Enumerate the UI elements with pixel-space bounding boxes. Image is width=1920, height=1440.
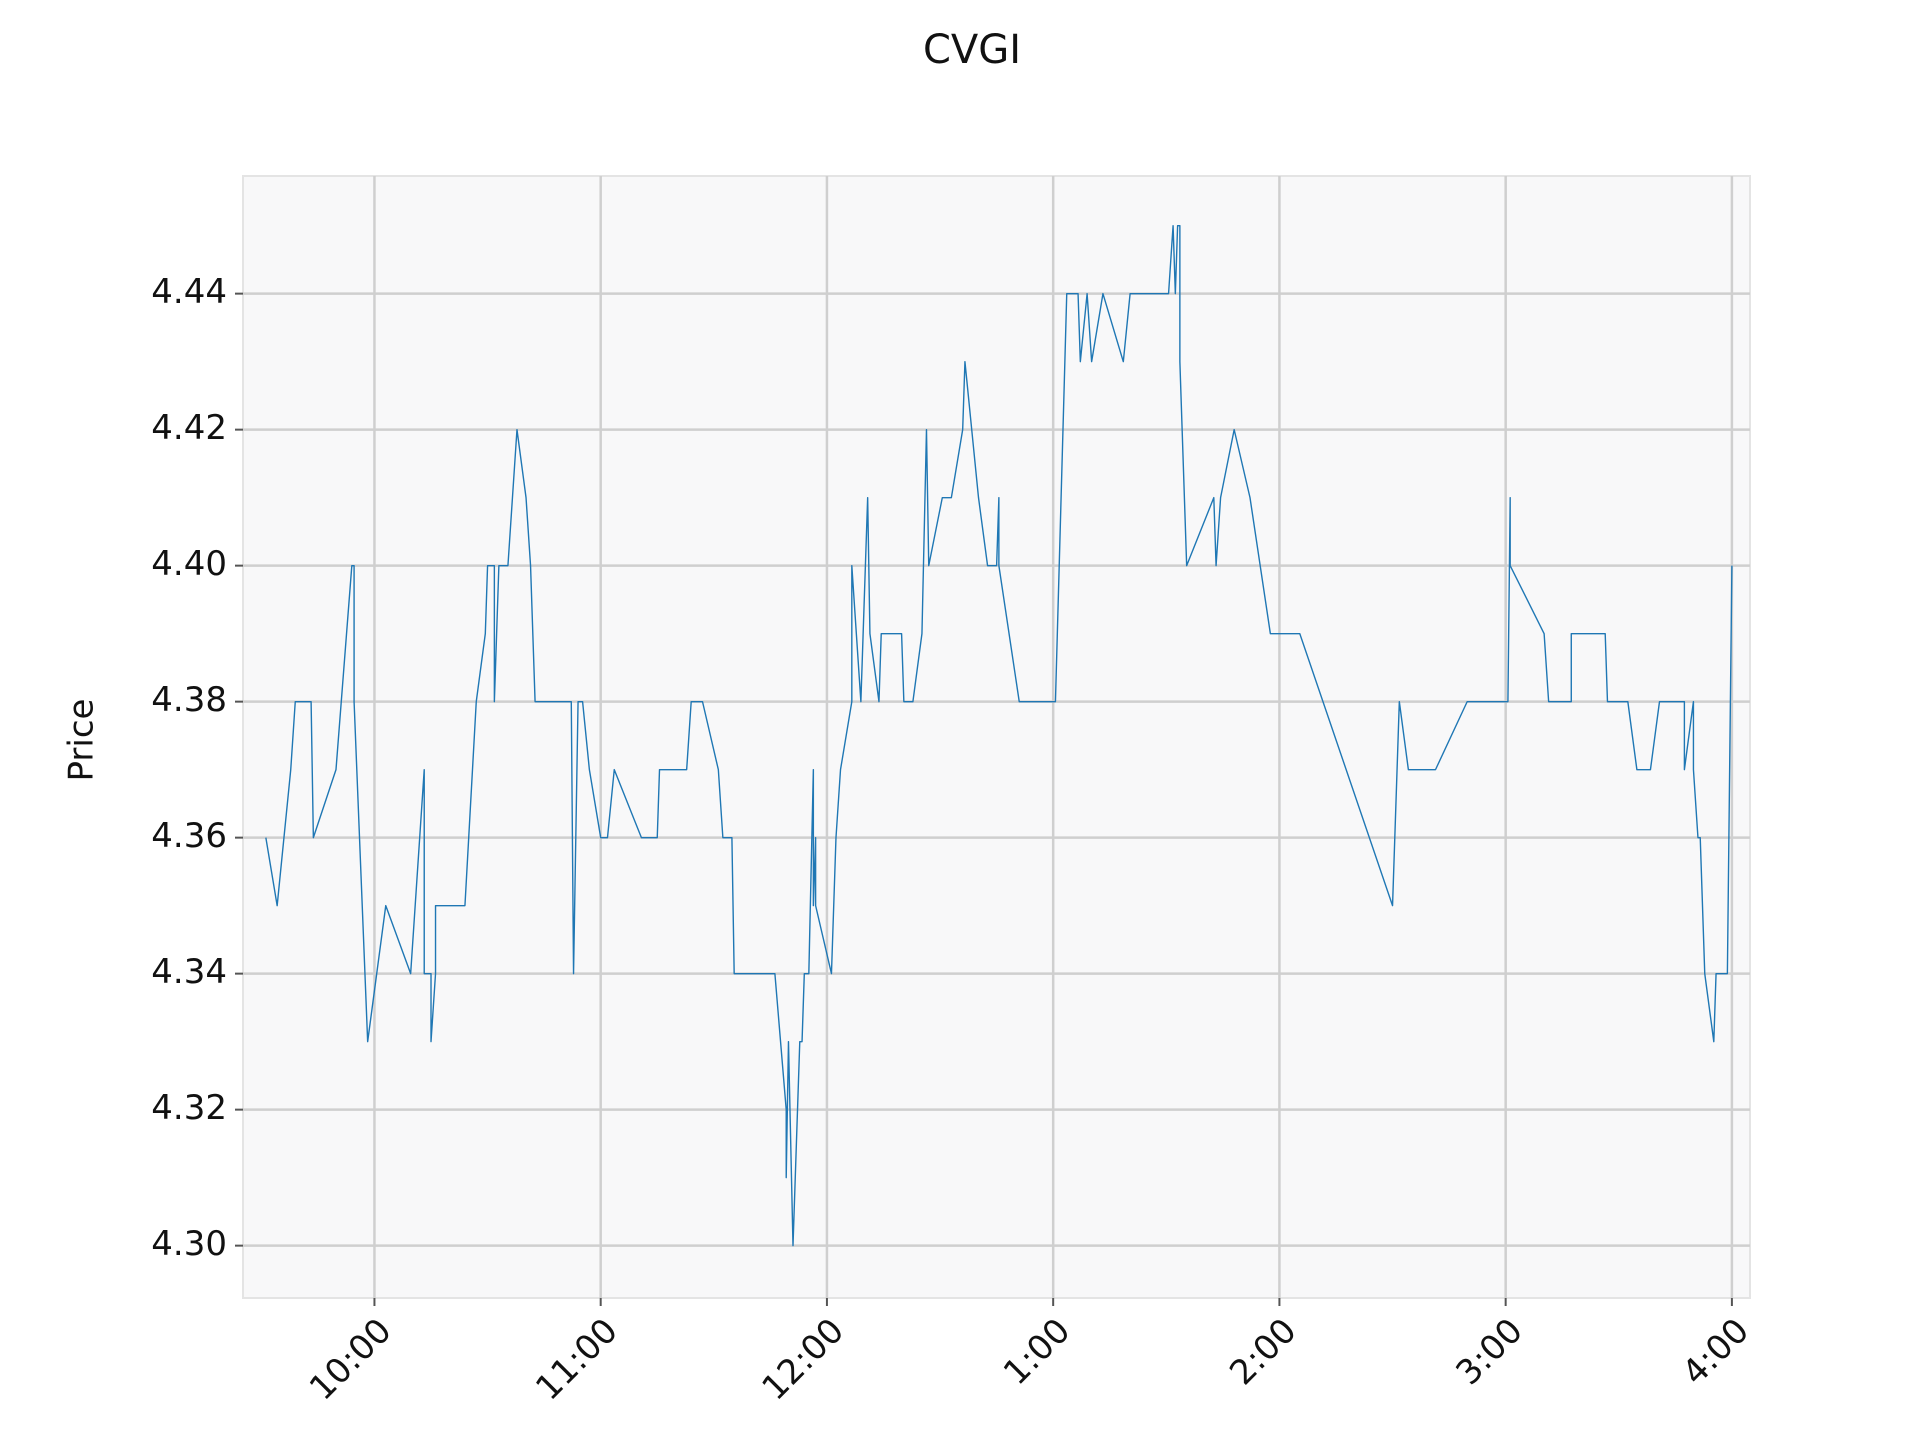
y-tick-label: 4.36 — [151, 816, 227, 856]
chart-title: CVGI — [923, 27, 1021, 73]
x-tick-label: 3:00 — [1448, 1311, 1530, 1393]
y-tick-label: 4.38 — [151, 680, 227, 720]
x-tick-label: 10:00 — [302, 1311, 400, 1409]
y-tick-label: 4.34 — [151, 952, 227, 992]
x-tick-label: 11:00 — [528, 1311, 626, 1409]
price-line — [265, 224, 1733, 1247]
x-tick-label: 4:00 — [1675, 1311, 1757, 1393]
y-tick-label: 4.32 — [151, 1088, 227, 1128]
x-tick-label: 2:00 — [1222, 1311, 1304, 1393]
y-tick-label: 4.30 — [151, 1224, 227, 1264]
plot-area — [242, 175, 1751, 1299]
x-tick-label: 12:00 — [754, 1311, 852, 1409]
y-axis-label: Price — [62, 699, 102, 782]
y-tick-label: 4.40 — [151, 544, 227, 584]
y-tick-label: 4.44 — [151, 272, 227, 312]
x-tick-label: 1:00 — [996, 1311, 1078, 1393]
y-tick-label: 4.42 — [151, 408, 227, 448]
